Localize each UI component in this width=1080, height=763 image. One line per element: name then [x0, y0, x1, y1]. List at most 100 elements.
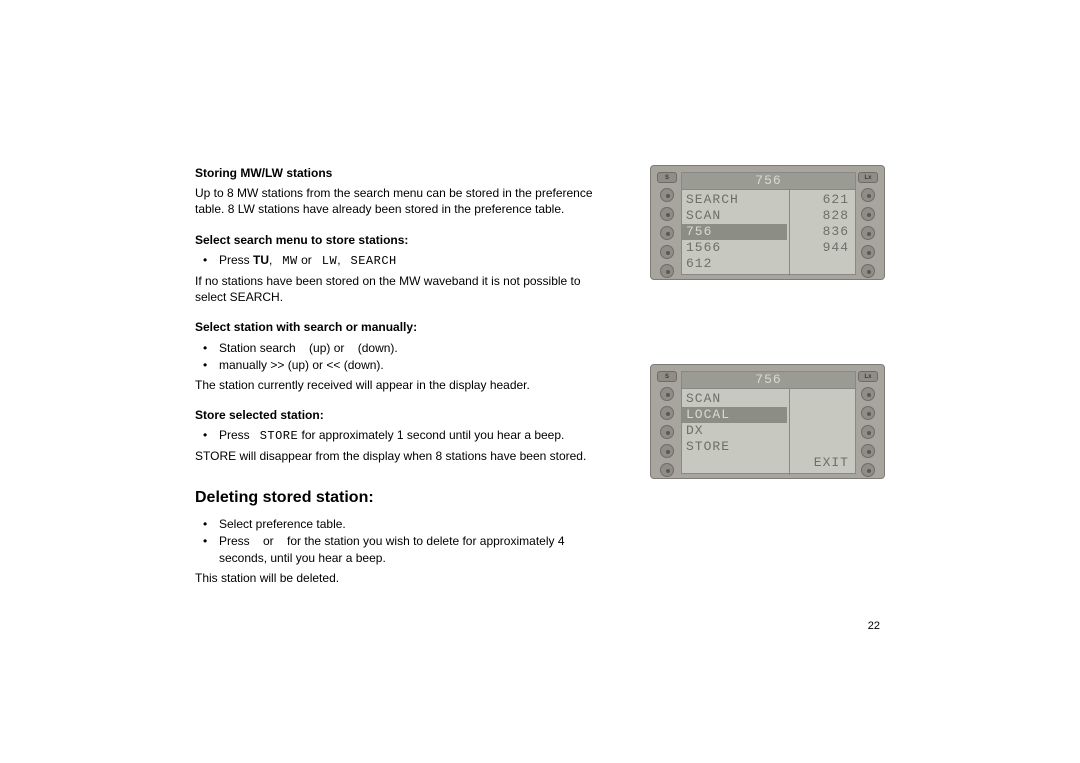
pill-button-s[interactable]: S — [657, 172, 677, 183]
list-store-selected: Press STORE for approximately 1 second u… — [195, 427, 595, 444]
list-deleting: Select preference table. Press or for th… — [195, 516, 595, 566]
screen-row: DX — [686, 423, 783, 439]
list-select-search: Press TU, MW or LW, SEARCH — [195, 252, 595, 269]
pill-label: Lx — [864, 175, 871, 181]
knob-button[interactable] — [861, 245, 875, 259]
screen-col-right: EXIT — [793, 389, 855, 475]
heading-storing: Storing MW/LW stations — [195, 165, 595, 181]
key-lw: LW — [322, 254, 337, 268]
screen-row: LOCAL — [682, 407, 787, 423]
heading-store-selected: Store selected station: — [195, 407, 595, 423]
screen-col-right: 621828836944 — [793, 190, 855, 276]
knob-button[interactable] — [660, 226, 674, 240]
knob-column-left: S — [657, 371, 677, 477]
screen-row: STORE — [686, 439, 783, 455]
screen-body: SEARCHSCAN7561566612 621828836944 — [682, 190, 855, 276]
knob-button[interactable] — [660, 188, 674, 202]
knob-button[interactable] — [660, 207, 674, 221]
list-item: Press TU, MW or LW, SEARCH — [195, 252, 595, 269]
radio-device-1: S Lx 756 SEARCHSCAN7561566612 6218288369… — [650, 165, 885, 280]
screen-divider — [789, 389, 790, 475]
knob-column-right: Lx — [858, 371, 878, 477]
text-fragment: , — [337, 253, 344, 267]
pill-button-lx[interactable]: Lx — [858, 172, 878, 183]
knob-button[interactable] — [660, 387, 674, 401]
list-select-station: Station search (up) or (down). manually … — [195, 340, 595, 373]
text-fragment: , — [269, 253, 276, 267]
screen-row: 1566 — [686, 240, 783, 256]
knob-button[interactable] — [861, 463, 875, 477]
screen-row: 828 — [799, 208, 849, 224]
screen-row — [799, 439, 849, 455]
para-select-station: The station currently received will appe… — [195, 377, 595, 393]
knob-button[interactable] — [861, 425, 875, 439]
knob-button[interactable] — [861, 444, 875, 458]
screen-body: SCANLOCALDXSTORE EXIT — [682, 389, 855, 475]
knob-button[interactable] — [660, 264, 674, 278]
list-item: Station search (up) or (down). — [195, 340, 595, 356]
screen-row — [686, 455, 783, 471]
para-storing: Up to 8 MW stations from the search menu… — [195, 185, 595, 217]
screen-row: 756 — [682, 224, 787, 240]
knob-button[interactable] — [861, 226, 875, 240]
pill-label: Lx — [864, 374, 871, 380]
list-item: Press or for the station you wish to del… — [195, 533, 595, 565]
screen-divider — [789, 190, 790, 276]
pill-button-lx[interactable]: Lx — [858, 371, 878, 382]
pill-label: S — [665, 374, 669, 380]
knob-button[interactable] — [660, 463, 674, 477]
device-screen: 756 SEARCHSCAN7561566612 621828836944 — [681, 172, 856, 275]
knob-column-left: S — [657, 172, 677, 278]
screen-row — [799, 391, 849, 407]
list-item: Press STORE for approximately 1 second u… — [195, 427, 595, 444]
screen-row: 621 — [799, 192, 849, 208]
heading-deleting: Deleting stored station: — [195, 487, 595, 509]
knob-button[interactable] — [861, 406, 875, 420]
key-search: SEARCH — [351, 254, 397, 268]
knob-button[interactable] — [861, 207, 875, 221]
text-fragment: for approximately 1 second until you hea… — [298, 428, 564, 442]
pill-button-s[interactable]: S — [657, 371, 677, 382]
text-fragment: or — [298, 253, 315, 267]
list-item: manually >> (up) or << (down). — [195, 357, 595, 373]
screen-row — [799, 256, 849, 272]
screen-row: 612 — [686, 256, 783, 272]
screen-header: 756 — [682, 372, 855, 389]
list-item: Select preference table. — [195, 516, 595, 532]
knob-button[interactable] — [660, 245, 674, 259]
knob-button[interactable] — [861, 264, 875, 278]
knob-button[interactable] — [660, 406, 674, 420]
key-tu: TU — [253, 253, 269, 267]
key-mw: MW — [282, 254, 297, 268]
screen-row: 836 — [799, 224, 849, 240]
screen-row: SCAN — [686, 208, 783, 224]
screen-col-left: SCANLOCALDXSTORE — [682, 389, 787, 475]
text-fragment: Press — [219, 253, 253, 267]
screen-row: 944 — [799, 240, 849, 256]
knob-button[interactable] — [660, 425, 674, 439]
text-column: Storing MW/LW stations Up to 8 MW statio… — [195, 165, 595, 600]
para-deleting: This station will be deleted. — [195, 570, 595, 586]
para-store-selected: STORE will disappear from the display wh… — [195, 448, 595, 464]
text-fragment: Press — [219, 428, 253, 442]
screen-row — [799, 423, 849, 439]
page: Storing MW/LW stations Up to 8 MW statio… — [0, 0, 1080, 763]
page-number: 22 — [868, 620, 880, 632]
pill-label: S — [665, 175, 669, 181]
key-store: STORE — [260, 429, 299, 443]
knob-button[interactable] — [861, 188, 875, 202]
knob-button[interactable] — [660, 444, 674, 458]
radio-device-2: S Lx 756 SCANLOCALDXSTORE EXIT — [650, 364, 885, 479]
heading-select-station: Select station with search or manually: — [195, 319, 595, 335]
heading-select-search: Select search menu to store stations: — [195, 232, 595, 248]
screen-row: SEARCH — [686, 192, 783, 208]
knob-column-right: Lx — [858, 172, 878, 278]
screen-row: SCAN — [686, 391, 783, 407]
knob-button[interactable] — [861, 387, 875, 401]
screen-row: EXIT — [799, 455, 849, 471]
device-screen: 756 SCANLOCALDXSTORE EXIT — [681, 371, 856, 474]
screen-header: 756 — [682, 173, 855, 190]
screen-row — [799, 407, 849, 423]
screen-col-left: SEARCHSCAN7561566612 — [682, 190, 787, 276]
para-select-search: If no stations have been stored on the M… — [195, 273, 595, 305]
